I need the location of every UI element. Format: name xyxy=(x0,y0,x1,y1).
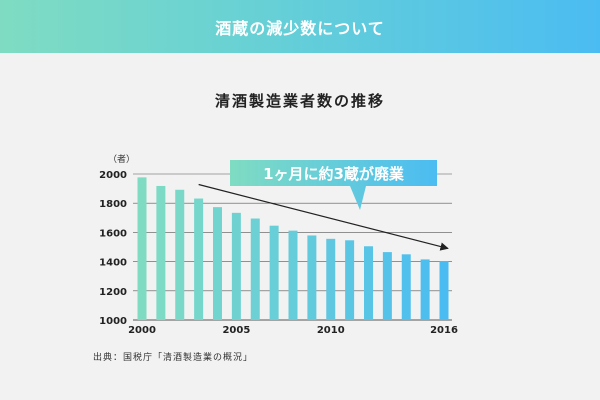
callout-bubble xyxy=(230,160,437,210)
y-tick-label-2000: 2000 xyxy=(99,170,127,181)
y-axis-ticks: 1000 1200 1400 1600 1800 2000 xyxy=(99,170,127,327)
x-axis-ticks: 2000 2005 2010 2016 xyxy=(128,325,458,336)
bar-2001 xyxy=(156,185,166,320)
chart-title: 清酒製造業者数の推移 xyxy=(214,92,385,110)
bar-2000 xyxy=(137,177,147,320)
x-tick-label-2005: 2005 xyxy=(222,325,250,336)
trend-arrow xyxy=(198,183,449,251)
bar-2015 xyxy=(420,259,430,320)
source-note: 出典：国税庁「清酒製造業の概況」 xyxy=(93,353,254,363)
y-tick-label-1800: 1800 xyxy=(99,199,127,210)
bar-2006 xyxy=(250,218,260,320)
bar-2004 xyxy=(213,207,222,320)
bar-2013 xyxy=(382,252,392,320)
bar-2009 xyxy=(307,235,317,320)
bar-2008 xyxy=(288,230,298,320)
banner-title: 酒蔵の減少数について xyxy=(215,18,385,38)
x-tick-label-2000: 2000 xyxy=(128,325,156,336)
bar-2003 xyxy=(194,198,204,320)
bar-2012 xyxy=(364,246,373,320)
y-axis-unit-label: （者） xyxy=(108,154,135,165)
y-tick-label-1000: 1000 xyxy=(99,316,127,327)
bar-2011 xyxy=(345,240,355,320)
y-tick-label-1400: 1400 xyxy=(99,258,127,269)
bar-2016 xyxy=(439,261,449,320)
bar-2002 xyxy=(175,189,185,320)
x-tick-label-2016: 2016 xyxy=(430,325,458,336)
y-tick-label-1200: 1200 xyxy=(99,287,127,298)
bar-2010 xyxy=(326,238,336,320)
y-tick-label-1600: 1600 xyxy=(99,228,127,239)
bars xyxy=(137,177,449,320)
callout-text: 1ヶ月に約3蔵が廃業 xyxy=(263,165,405,183)
x-tick-label-2010: 2010 xyxy=(317,325,345,336)
bar-2005 xyxy=(231,212,241,320)
bar-2007 xyxy=(269,225,279,320)
header-banner: 酒蔵の減少数について xyxy=(0,0,600,53)
annotation-callout: 1ヶ月に約3蔵が廃業 xyxy=(230,160,437,210)
bar-2014 xyxy=(401,254,411,320)
